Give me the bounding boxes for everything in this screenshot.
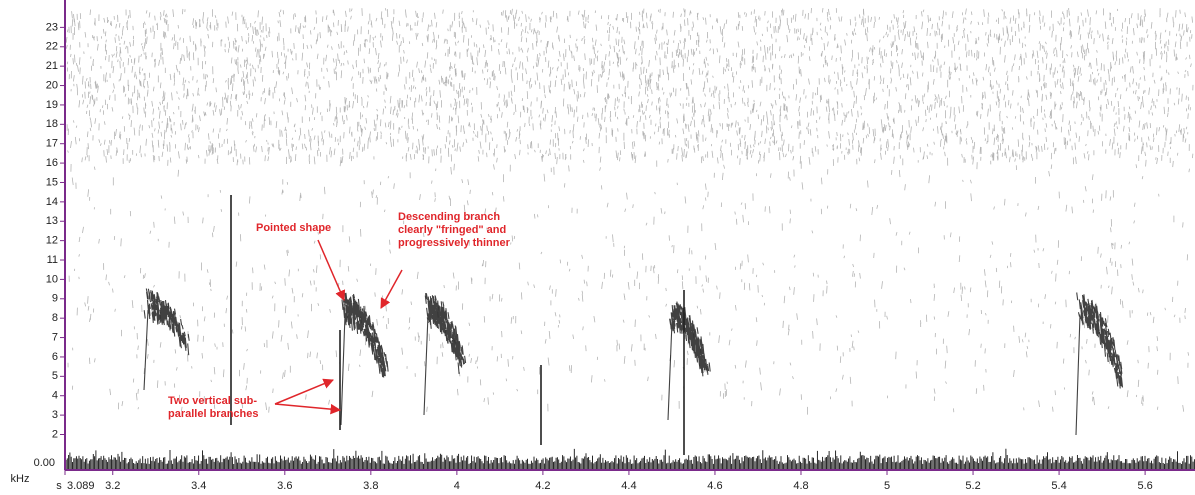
y-tick-label: 18 <box>46 118 58 130</box>
y-tick-label: 10 <box>46 273 58 285</box>
call <box>424 293 466 415</box>
waveform-label: 0.00 <box>34 457 55 469</box>
annotation: Descending branch <box>398 211 500 223</box>
x-tick-label: 4.8 <box>793 480 808 492</box>
waveform <box>66 449 1194 469</box>
x-tick-label: 3.089 <box>67 480 95 492</box>
y-tick-label: 6 <box>52 351 58 363</box>
y-tick-label: 23 <box>46 21 58 33</box>
x-axis-label: s <box>56 480 62 492</box>
x-tick-label: 3.8 <box>363 480 378 492</box>
y-tick-label: 13 <box>46 215 58 227</box>
y-tick-label: 3 <box>52 409 58 421</box>
annotation: Pointed shape <box>256 222 331 234</box>
y-tick-label: 17 <box>46 138 58 150</box>
annotation: parallel branches <box>168 408 259 420</box>
y-tick-label: 5 <box>52 370 58 382</box>
y-tick-label: 12 <box>46 235 58 247</box>
y-tick-label: 16 <box>46 157 58 169</box>
annotation: Two vertical sub- <box>168 395 257 407</box>
y-tick-label: 19 <box>46 99 58 111</box>
x-tick-label: 5.6 <box>1137 480 1152 492</box>
y-tick-label: 4 <box>52 390 58 402</box>
x-tick-label: 4.4 <box>621 480 636 492</box>
noise <box>66 8 1193 415</box>
x-tick-label: 3.2 <box>105 480 120 492</box>
y-tick-label: 21 <box>46 60 58 72</box>
x-tick-label: 4 <box>454 480 460 492</box>
y-axis-label: kHz <box>11 473 30 485</box>
x-tick-label: 4.6 <box>707 480 722 492</box>
y-tick-label: 2 <box>52 428 58 440</box>
y-tick-label: 15 <box>46 176 58 188</box>
annotation: clearly "fringed" and <box>398 224 506 236</box>
x-tick-label: 5 <box>884 480 890 492</box>
call <box>144 289 189 391</box>
annotation: progressively thinner <box>398 237 511 249</box>
spectrogram-view: kHz s 0.00 23456789101112131415161718192… <box>0 0 1195 495</box>
y-tick-label: 20 <box>46 79 58 91</box>
x-tick-label: 5.4 <box>1051 480 1066 492</box>
annotation-arrows <box>275 240 402 410</box>
y-tick-label: 9 <box>52 293 58 305</box>
x-tick-label: 5.2 <box>965 480 980 492</box>
x-tick-label: 3.6 <box>277 480 292 492</box>
call <box>341 293 388 425</box>
y-tick-label: 11 <box>47 254 58 266</box>
x-tick-label: 4.2 <box>535 480 550 492</box>
y-tick-label: 14 <box>46 196 58 208</box>
x-tick-label: 3.4 <box>191 480 206 492</box>
call <box>1076 293 1123 436</box>
y-tick-label: 22 <box>46 41 58 53</box>
y-tick-label: 7 <box>52 331 58 343</box>
y-tick-label: 8 <box>52 312 58 324</box>
